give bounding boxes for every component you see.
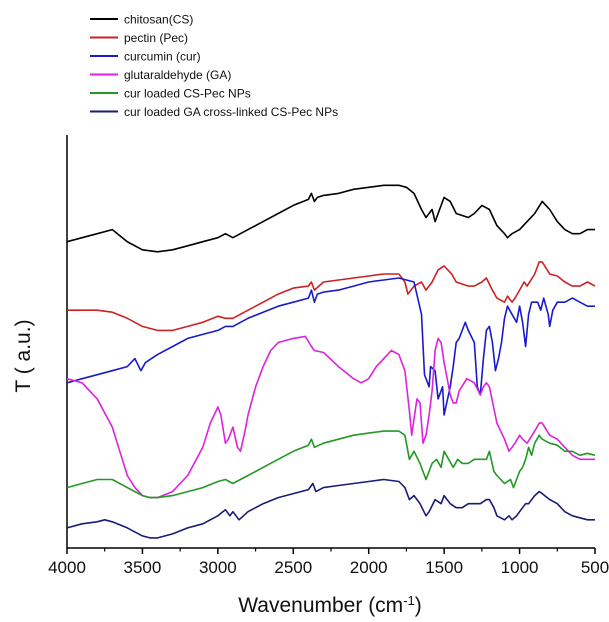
x-axis-label-sup: -1 [403, 593, 415, 608]
legend-label-5: cur loaded CS-Pec NPs [124, 87, 251, 101]
x-tick-label: 3000 [199, 558, 237, 577]
x-tick-label: 1500 [425, 558, 463, 577]
x-tick-label: 1000 [501, 558, 539, 577]
axes: 4000 3500 3000 2500 2000 1500 1000 500 [48, 135, 609, 577]
x-axis-label-main: Wavenumber (cm [238, 594, 403, 617]
series-line-4 [66, 335, 595, 499]
x-tick-label: 500 [581, 558, 609, 577]
x-axis-label-tail: ) [415, 594, 422, 617]
series-line-6 [66, 478, 595, 539]
series-line-2 [67, 261, 596, 332]
legend-label-4: glutaraldehyde (GA) [124, 68, 231, 82]
legend-label-2: pectin (Pec) [124, 31, 188, 45]
series-group [66, 184, 596, 539]
x-tick-label: 4000 [48, 558, 86, 577]
legend: chitosan(CS) pectin (Pec) curcumin (cur) gl… [90, 13, 338, 119]
x-axis-label: Wavenumber (cm-1) [238, 593, 422, 618]
x-tick-label: 2000 [350, 558, 388, 577]
legend-label-3: curcumin (cur) [124, 50, 201, 64]
x-tick-label: 2500 [274, 558, 312, 577]
legend-label-1: chitosan(CS) [124, 13, 193, 27]
legend-label-6: cur loaded GA cross-linked CS-Pec NPs [124, 105, 338, 119]
y-axis-label: T ( a.u.) [12, 319, 35, 392]
series-line-1 [66, 184, 595, 253]
series-line-5 [66, 430, 596, 499]
x-tick-label: 3500 [124, 558, 162, 577]
series-line-3 [66, 277, 595, 416]
